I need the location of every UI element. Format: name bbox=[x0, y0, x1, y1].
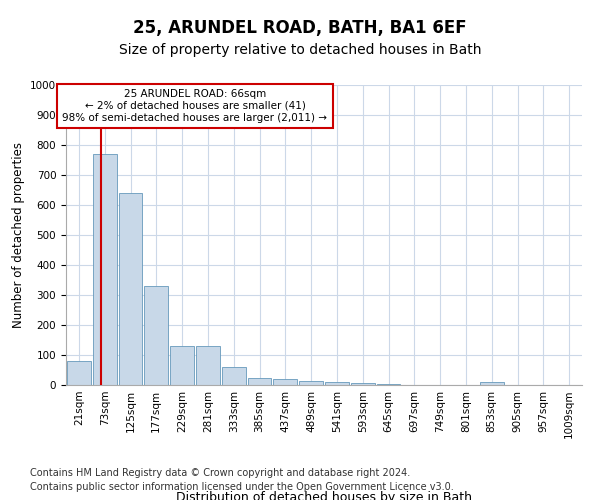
Text: Size of property relative to detached houses in Bath: Size of property relative to detached ho… bbox=[119, 43, 481, 57]
Text: Contains public sector information licensed under the Open Government Licence v3: Contains public sector information licen… bbox=[30, 482, 454, 492]
Bar bbox=[351, 382, 374, 385]
Bar bbox=[248, 378, 271, 385]
Bar bbox=[93, 154, 116, 385]
Bar bbox=[377, 384, 400, 385]
Bar bbox=[196, 346, 220, 385]
Text: 25, ARUNDEL ROAD, BATH, BA1 6EF: 25, ARUNDEL ROAD, BATH, BA1 6EF bbox=[133, 18, 467, 36]
Bar bbox=[119, 193, 142, 385]
Bar bbox=[67, 361, 91, 385]
Text: Contains HM Land Registry data © Crown copyright and database right 2024.: Contains HM Land Registry data © Crown c… bbox=[30, 468, 410, 477]
Text: 25 ARUNDEL ROAD: 66sqm
← 2% of detached houses are smaller (41)
98% of semi-deta: 25 ARUNDEL ROAD: 66sqm ← 2% of detached … bbox=[62, 90, 328, 122]
Bar bbox=[325, 382, 349, 385]
Bar bbox=[170, 346, 194, 385]
Y-axis label: Number of detached properties: Number of detached properties bbox=[11, 142, 25, 328]
Bar bbox=[480, 382, 503, 385]
Bar bbox=[222, 367, 245, 385]
Bar bbox=[274, 379, 297, 385]
Bar bbox=[145, 286, 168, 385]
Bar bbox=[299, 380, 323, 385]
X-axis label: Distribution of detached houses by size in Bath: Distribution of detached houses by size … bbox=[176, 491, 472, 500]
